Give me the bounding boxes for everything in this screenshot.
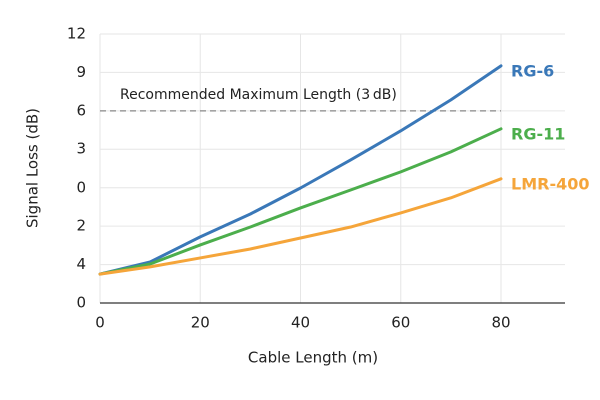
y-tick-label: 2 [76,217,86,235]
series-line [98,127,503,276]
reference-label: Recommended Maximum Length (3 dB) [120,87,397,103]
series-line [98,177,503,276]
y-tick-label: 3 [76,140,86,158]
series-label: LMR-400 [511,174,589,193]
series-label: RG-11 [511,124,565,143]
x-tick-label: 80 [491,314,510,332]
y-tick-label: 0 [76,294,86,312]
y-tick-label: 12 [67,25,86,43]
y-tick-label: 4 [76,255,86,273]
y-tick-label: 6 [76,101,86,119]
x-axis-label: Cable Length (m) [248,349,378,367]
series-line [98,64,503,276]
y-axis-label: Signal Loss (dB) [24,108,42,228]
x-tick-label: 0 [95,314,105,332]
y-tick-label: 9 [76,63,86,81]
series-label: RG-6 [511,61,554,80]
y-tick-label: 0 [76,178,86,196]
x-tick-label: 40 [291,314,310,332]
x-tick-label: 20 [191,314,210,332]
x-tick-label: 60 [391,314,410,332]
